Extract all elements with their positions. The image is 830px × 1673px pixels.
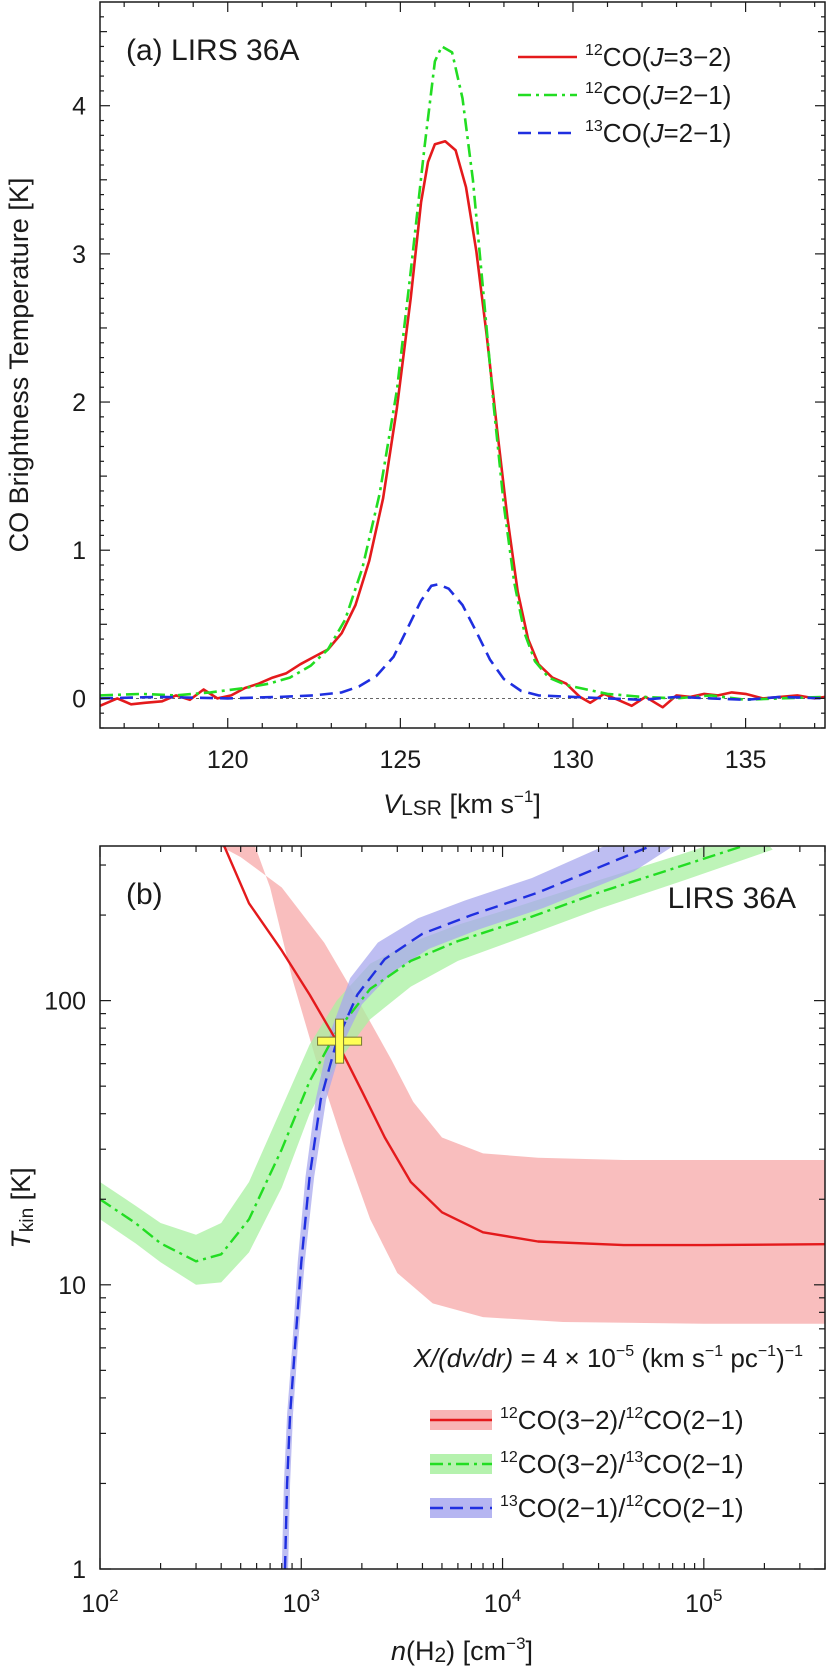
- panel-a-xtick-label: 135: [725, 746, 767, 774]
- panel-b-annotation: X/(dv/dr) = 4 × 10−5 (km s−1 pc−1)−1: [413, 1343, 804, 1373]
- panel-b-legend-label: 13CO(2−1)/12CO(2−1): [500, 1493, 744, 1523]
- panel-a-legend-label: 12CO(J=2−1): [585, 80, 731, 110]
- panel-b-ticks: 102 103 104 105 1 10 100: [44, 846, 826, 1618]
- panel-a-xlabel: VLSR [km s−1]: [383, 787, 541, 820]
- panel-b-tag: (b): [126, 878, 163, 911]
- panel-a-series-3: [100, 583, 825, 702]
- panel-a-ytick-label: 2: [72, 389, 86, 417]
- panel-b-band-1: [219, 846, 825, 1324]
- panel-a-title: LIRS 36A: [171, 34, 299, 67]
- panel-b-frame: [99, 845, 826, 1570]
- panel-a: 120 125 130 135 0 1 2 3 4 (a) LIRS 36A VLSR [km …: [4, 1, 826, 820]
- panel-b-legend: 12CO(3−2)/12CO(2−1) 12CO(3−2)/13CO(2−1) 13…: [430, 1405, 744, 1523]
- panel-a-xtick-label: 120: [207, 746, 249, 774]
- panel-b-xlabel: n(H2) [cm−3]: [391, 1634, 533, 1667]
- panel-b-xtick-label: 102: [81, 1586, 118, 1618]
- panel-a-xtick-label: 125: [379, 746, 421, 774]
- panel-a-legend-label: 13CO(J=2−1): [585, 118, 731, 148]
- panel-a-ytick-label: 4: [72, 93, 86, 121]
- panel-b-legend-label: 12CO(3−2)/12CO(2−1): [500, 1405, 744, 1435]
- panel-a-ytick-label: 0: [72, 685, 86, 713]
- panel-b-legend-label: 12CO(3−2)/13CO(2−1): [500, 1449, 744, 1479]
- panel-b-series-1: [222, 846, 825, 1247]
- intersection-marker: [317, 1018, 363, 1064]
- panel-b-band-2: [100, 846, 773, 1285]
- panel-b-plot-area: [100, 846, 825, 1569]
- panel-a-xtick-label: 130: [552, 746, 594, 774]
- panel-a-plot-area: [100, 45, 825, 709]
- panel-a-ytick-label: 3: [72, 241, 86, 269]
- panel-b-xtick-label: 104: [484, 1586, 521, 1618]
- panel-b-ytick-label: 1: [72, 1556, 86, 1584]
- panel-b: 102 103 104 105 1 10 100 (b) LIRS 36A n(H2) [c…: [6, 845, 826, 1667]
- panel-b-ytick-label: 10: [58, 1272, 86, 1300]
- panel-b-title: LIRS 36A: [668, 882, 796, 915]
- panel-a-legend: 12CO(J=3−2) 12CO(J=2−1) 13CO(J=2−1): [518, 42, 731, 148]
- panel-a-ticks: 120 125 130 135 0 1 2 3 4: [72, 2, 825, 774]
- panel-a-series-1: [100, 140, 825, 709]
- panel-b-ytick-label: 100: [44, 988, 86, 1016]
- panel-a-series-2: [100, 45, 825, 702]
- panel-a-ytick-label: 1: [72, 537, 86, 565]
- intersection-marker-core: [336, 1037, 343, 1045]
- panel-a-legend-label: 12CO(J=3−2): [585, 42, 731, 72]
- panel-a-ylabel: CO Brightness Temperature [K]: [4, 178, 34, 553]
- panel-b-ylabel: Tkin [K]: [6, 1167, 38, 1248]
- panel-a-frame: [99, 1, 826, 729]
- panel-b-series-2: [100, 846, 747, 1263]
- panel-b-xtick-label: 103: [283, 1586, 320, 1618]
- panel-b-xtick-label: 105: [685, 1586, 722, 1618]
- panel-a-tag: (a) LIRS 36A: [126, 34, 299, 67]
